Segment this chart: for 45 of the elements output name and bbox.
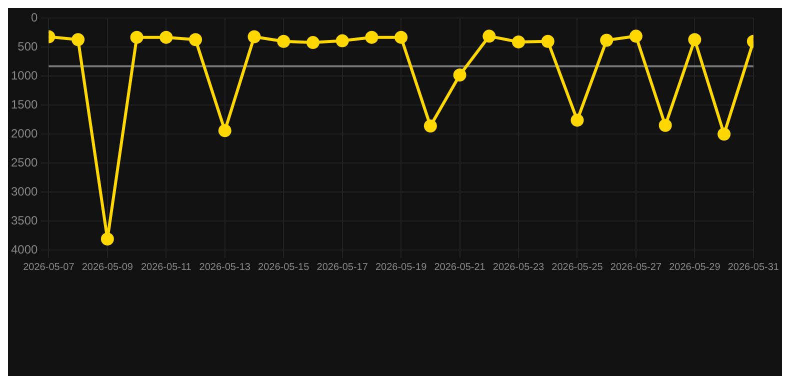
point <box>512 35 526 48</box>
x-tick-label: 2026-05-31 <box>728 262 780 273</box>
point <box>424 119 437 132</box>
x-tick-label: 2026-05-11 <box>140 262 192 273</box>
x-tick-label: 2026-05-29 <box>669 262 721 273</box>
point <box>718 128 731 141</box>
x-tick-label: 2026-05-23 <box>492 262 545 273</box>
y-tick-label: 3000 <box>10 184 38 198</box>
point <box>218 124 232 138</box>
point <box>570 114 584 127</box>
point <box>160 30 173 44</box>
point <box>394 30 408 44</box>
x-tick-label: 2026-05-21 <box>434 262 486 273</box>
point <box>629 30 642 43</box>
point <box>541 34 554 48</box>
x-tick-label: 2026-05-07 <box>23 262 75 273</box>
y-tick-label: 2500 <box>10 155 38 170</box>
y-tick-label: 1500 <box>10 97 38 112</box>
point <box>658 118 672 132</box>
y-tick-label: 2000 <box>10 126 38 140</box>
point <box>130 30 144 44</box>
point <box>72 33 85 46</box>
y-tick-label: 500 <box>18 39 38 54</box>
y-tick-label: 1000 <box>10 68 38 82</box>
point <box>365 30 378 44</box>
y-tick-label: 0 <box>31 10 38 25</box>
x-tick-label: 2026-05-09 <box>82 262 134 273</box>
point <box>482 30 496 43</box>
x-tick-label: 2026-05-25 <box>552 262 604 273</box>
x-tick-label: 2026-05-15 <box>258 262 310 273</box>
x-tick-label: 2026-05-17 <box>316 262 368 273</box>
x-tick-label: 2026-05-19 <box>375 262 428 273</box>
point <box>189 33 202 46</box>
x-tick-label: 2026-05-13 <box>199 262 251 273</box>
y-tick-label: 4000 <box>10 242 38 256</box>
point <box>453 68 466 82</box>
y-tick-label: 3500 <box>10 213 38 228</box>
point <box>600 34 614 47</box>
point <box>277 34 290 48</box>
x-tick-label: 2026-05-27 <box>610 262 662 273</box>
point <box>306 36 320 50</box>
point <box>688 33 702 46</box>
point <box>248 30 261 44</box>
point <box>336 34 349 48</box>
point <box>100 232 114 246</box>
